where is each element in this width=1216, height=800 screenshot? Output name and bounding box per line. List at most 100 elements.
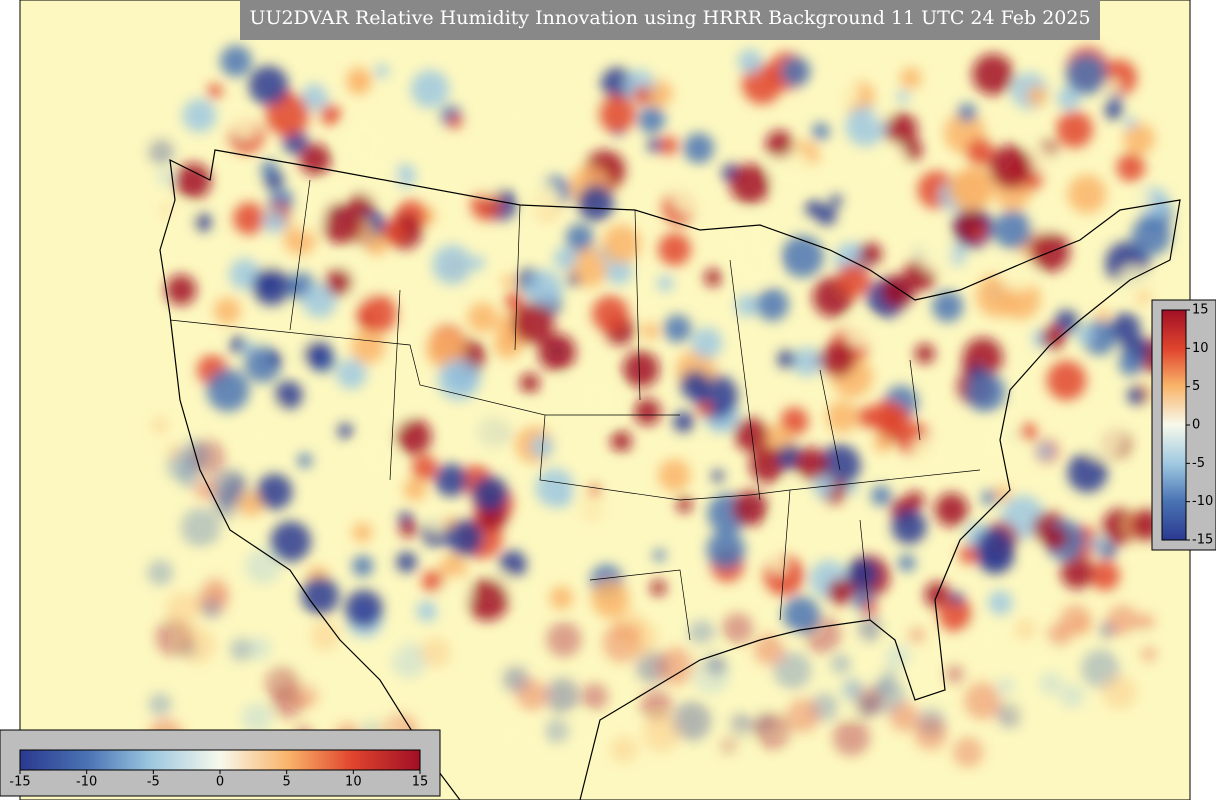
humidity-blob — [732, 490, 768, 526]
humidity-blob — [773, 651, 812, 690]
humidity-blob — [352, 555, 374, 577]
humidity-blob — [827, 578, 854, 605]
humidity-blob — [973, 227, 986, 240]
tick-label: 5 — [1192, 379, 1200, 394]
humidity-blob — [753, 633, 786, 666]
humidity-blob — [659, 136, 679, 155]
humidity-blob — [1060, 555, 1094, 589]
humidity-blob — [905, 491, 925, 510]
humidity-blob — [344, 589, 383, 628]
humidity-blob — [341, 119, 385, 163]
humidity-blob — [961, 360, 975, 373]
humidity-blob — [591, 579, 630, 618]
humidity-blob — [321, 202, 363, 244]
humidity-blob — [1110, 312, 1141, 343]
humidity-blob — [878, 142, 906, 170]
humidity-blob — [1081, 416, 1125, 461]
tick-label: 0 — [1192, 418, 1200, 433]
humidity-blob — [873, 432, 894, 453]
humidity-blob — [870, 485, 892, 506]
humidity-blob — [637, 106, 666, 134]
humidity-blob — [683, 132, 715, 164]
humidity-blob — [755, 287, 789, 321]
humidity-blob — [846, 558, 879, 590]
humidity-blob — [364, 233, 388, 257]
humidity-blob — [1123, 122, 1155, 155]
humidity-blob — [1041, 325, 1066, 350]
humidity-blob — [794, 447, 828, 481]
humidity-blob — [605, 257, 633, 285]
humidity-blob — [993, 210, 1033, 250]
humidity-blob — [148, 693, 172, 717]
humidity-blob — [624, 621, 659, 656]
humidity-blob — [670, 176, 709, 215]
humidity-blob — [650, 580, 667, 596]
humidity-blob — [559, 378, 572, 391]
tick-label: -5 — [147, 775, 160, 790]
humidity-blob — [1117, 266, 1150, 299]
humidity-blob — [1103, 78, 1120, 96]
humidity-blob — [1098, 621, 1116, 639]
humidity-blob — [464, 410, 507, 453]
humidity-blob — [475, 170, 503, 198]
humidity-blob — [776, 512, 790, 526]
humidity-blob — [501, 724, 536, 759]
humidity-blob — [549, 586, 574, 610]
humidity-blob — [722, 213, 766, 258]
humidity-blob — [470, 255, 485, 271]
humidity-blob — [498, 550, 527, 579]
humidity-blob — [735, 294, 759, 317]
humidity-blob — [256, 473, 293, 510]
humidity-blob — [248, 636, 271, 660]
humidity-blob — [629, 501, 650, 523]
humidity-blob — [265, 665, 300, 701]
humidity-blob — [535, 468, 575, 508]
humidity-blob — [518, 407, 535, 424]
humidity-blob — [880, 274, 915, 309]
humidity-blob — [165, 274, 197, 306]
map-title: UU2DVAR Relative Humidity Innovation usi… — [249, 7, 1090, 29]
humidity-blob — [576, 379, 620, 423]
humidity-blob — [466, 578, 509, 621]
humidity-blob — [824, 74, 860, 110]
humidity-blob — [147, 559, 174, 586]
humidity-blob — [734, 417, 769, 452]
humidity-blob — [641, 322, 659, 340]
humidity-blob — [957, 103, 977, 123]
humidity-blob — [571, 475, 613, 517]
humidity-blob — [780, 407, 809, 436]
humidity-blob — [194, 478, 217, 500]
humidity-blob — [506, 103, 530, 127]
humidity-blob — [1026, 85, 1048, 107]
humidity-blob — [1118, 351, 1143, 376]
humidity-blob — [844, 315, 877, 348]
humidity-blob — [782, 596, 820, 634]
humidity-blob — [356, 293, 397, 334]
humidity-blob — [447, 113, 463, 129]
humidity-blob — [553, 246, 578, 271]
humidity-blob — [812, 122, 830, 141]
humidity-blob — [525, 181, 560, 217]
humidity-blob — [301, 83, 329, 111]
tick-label: -15 — [9, 775, 30, 790]
humidity-blob — [1059, 683, 1085, 709]
humidity-blob — [1046, 360, 1087, 401]
boundaries — [159, 149, 1181, 800]
humidity-blob — [206, 369, 250, 412]
humidity-blob — [648, 92, 663, 106]
humidity-blob — [830, 194, 843, 207]
humidity-blob — [988, 145, 1033, 189]
humidity-blob — [274, 380, 303, 410]
humidity-blob — [166, 452, 194, 480]
humidity-blob — [357, 158, 400, 201]
humidity-blob — [287, 280, 301, 294]
humidity-blob — [1090, 560, 1120, 591]
humidity-blob — [832, 718, 871, 757]
humidity-blob — [151, 416, 169, 434]
humidity-blob — [1046, 623, 1071, 648]
title-box — [240, 0, 1100, 40]
humidity-blob — [193, 213, 212, 232]
humidity-blob — [301, 576, 340, 615]
humidity-blob — [399, 520, 417, 538]
humidity-blob — [914, 343, 935, 364]
